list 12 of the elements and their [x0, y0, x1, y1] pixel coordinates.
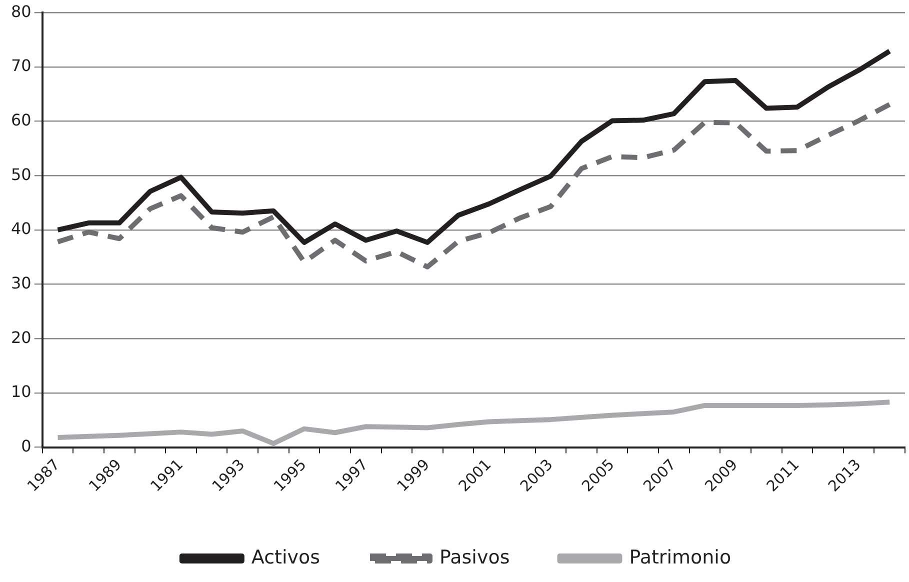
legend-label: Patrimonio — [629, 546, 732, 568]
y-tick-label: 10 — [11, 382, 32, 402]
y-tick-label: 70 — [11, 56, 32, 76]
y-tick-label: 30 — [11, 273, 32, 292]
legend-label: Activos — [251, 546, 320, 568]
y-tick-label: 60 — [11, 110, 32, 130]
y-tick-label: 50 — [11, 164, 32, 184]
legend-label: Pasivos — [440, 546, 510, 568]
y-tick-label: 40 — [11, 219, 32, 238]
y-tick-label: 20 — [11, 328, 32, 347]
y-tick-label: 80 — [11, 2, 32, 21]
y-tick-label: 0 — [21, 436, 32, 456]
